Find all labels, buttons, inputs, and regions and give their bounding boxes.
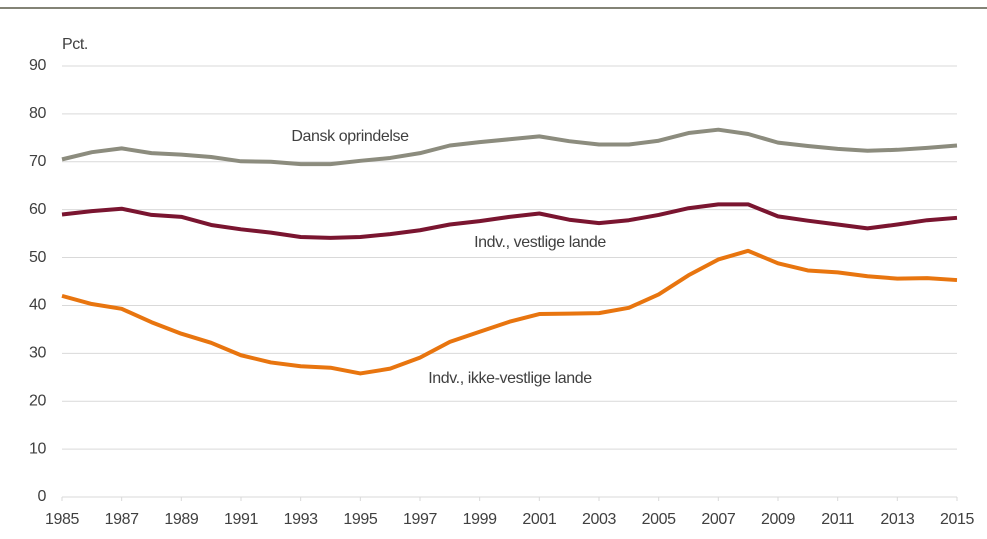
x-tick-label: 2009 — [761, 511, 795, 528]
series-label: Indv., vestlige lande — [474, 234, 606, 251]
y-tick-label: 0 — [38, 488, 47, 505]
series-label: Dansk oprindelse — [291, 128, 409, 145]
x-tick-label: 1987 — [105, 511, 139, 528]
y-tick-label: 10 — [29, 440, 46, 457]
y-tick-label: 70 — [29, 153, 46, 170]
x-tick-label: 2015 — [940, 511, 974, 528]
y-tick-label: 30 — [29, 345, 46, 362]
y-tick-label: 80 — [29, 105, 46, 122]
series-line — [61, 202, 958, 240]
y-axis-label: Pct. — [62, 36, 88, 53]
x-tick-label: 1989 — [164, 511, 198, 528]
x-tick-label: 1993 — [284, 511, 318, 528]
series-label: Indv., ikke-vestlige lande — [428, 370, 592, 387]
y-tick-label: 20 — [29, 392, 46, 409]
y-tick-label: 50 — [29, 249, 46, 266]
x-tick-label: 2001 — [522, 511, 556, 528]
series-line — [61, 127, 958, 167]
x-tick-label: 2003 — [582, 511, 616, 528]
x-tick-label: 2013 — [880, 511, 914, 528]
series-line — [61, 248, 958, 376]
x-tick-label: 2007 — [701, 511, 735, 528]
x-tick-label: 1997 — [403, 511, 437, 528]
y-tick-label: 40 — [29, 297, 46, 314]
x-tick-label: 1995 — [343, 511, 377, 528]
x-tick-label: 2011 — [821, 511, 854, 528]
y-tick-label: 90 — [29, 57, 46, 74]
x-tick-label: 2005 — [642, 511, 676, 528]
x-tick-label: 1991 — [224, 511, 258, 528]
x-tick-label: 1985 — [45, 511, 79, 528]
x-tick-label: 1999 — [463, 511, 497, 528]
y-tick-label: 60 — [29, 201, 46, 218]
